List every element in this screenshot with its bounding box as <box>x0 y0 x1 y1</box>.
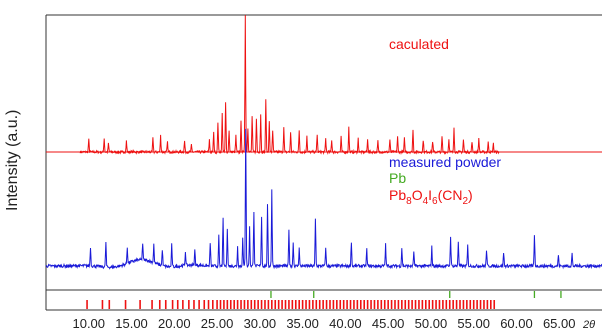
x-tick-label: 10.00 <box>72 316 105 331</box>
calculated-line <box>79 15 500 155</box>
measured-line <box>45 128 602 270</box>
compound-label: Pb8O4I6(CN2) <box>389 187 473 207</box>
x-tick-label: 65.00 <box>543 316 576 331</box>
pb-label: Pb <box>389 170 407 186</box>
reflection-markers <box>86 291 562 309</box>
measured-pattern <box>45 128 602 270</box>
x-tick-label: 25.00 <box>201 316 234 331</box>
x-tick-label: 55.00 <box>457 316 490 331</box>
x-tick-label: 45.00 <box>372 316 405 331</box>
calculated-pattern <box>46 15 602 155</box>
x-tick-label: 20.00 <box>158 316 191 331</box>
y-axis-label: Intensity (a.u.) <box>4 109 21 211</box>
x-tick-label: 15.00 <box>115 316 148 331</box>
calculated-label: caculated <box>389 36 449 52</box>
x-axis-label: 2θ <box>582 319 595 331</box>
plot-frame <box>45 14 602 311</box>
x-axis-ticks: 10.00 15.00 20.00 25.00 30.00 35.00 40.00 45.00… <box>72 316 575 331</box>
x-tick-label: 60.00 <box>500 316 533 331</box>
x-tick-label: 30.00 <box>244 316 277 331</box>
x-tick-label: 40.00 <box>329 316 362 331</box>
x-tick-label: 35.00 <box>286 316 319 331</box>
x-tick-label: 50.00 <box>415 316 448 331</box>
measured-label: measured powder <box>389 154 502 170</box>
